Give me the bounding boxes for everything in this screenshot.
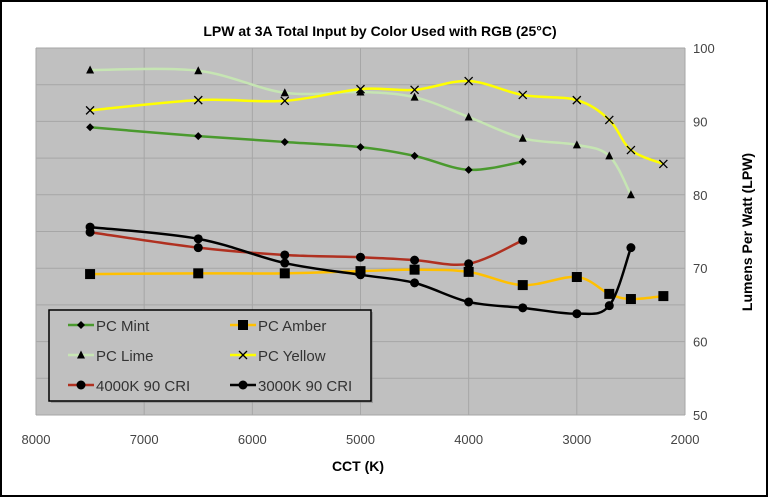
x-tick-label: 7000 — [130, 432, 159, 447]
legend-label: PC Amber — [258, 318, 326, 335]
y-tick-label: 90 — [693, 114, 707, 129]
x-tick-label: 5000 — [346, 432, 375, 447]
x-marker — [626, 145, 636, 155]
triangle-marker — [572, 140, 581, 149]
square-marker — [604, 288, 615, 299]
diamond-marker — [410, 151, 419, 160]
triangle-marker — [280, 88, 289, 97]
square-marker — [238, 320, 248, 330]
square-marker — [85, 269, 96, 280]
triangle-marker — [605, 151, 614, 160]
x-marker — [518, 90, 528, 100]
legend-label: PC Lime — [96, 348, 154, 365]
y-tick-label: 50 — [693, 408, 707, 423]
y-tick-label: 80 — [693, 188, 707, 203]
x-tick-label: 8000 — [22, 432, 51, 447]
series-markers — [85, 65, 669, 319]
gridlines — [35, 47, 686, 416]
diamond-marker — [280, 137, 289, 146]
square-marker — [625, 294, 636, 305]
circle-marker — [193, 243, 203, 253]
diamond-marker — [194, 132, 203, 141]
square-marker — [463, 266, 474, 277]
x-marker — [464, 76, 474, 86]
circle-marker — [518, 303, 528, 313]
circle-marker — [356, 270, 365, 280]
triangle-marker — [464, 112, 473, 121]
series-line — [90, 67, 633, 196]
circle-marker — [464, 259, 474, 269]
circle-marker — [238, 380, 248, 390]
triangle-marker — [410, 92, 419, 101]
y-tick-label: 60 — [693, 335, 707, 350]
triangle-marker — [77, 350, 85, 359]
circle-marker — [76, 380, 86, 390]
y-axis-title: Lumens Per Watt (LPW) — [739, 153, 755, 311]
x-marker — [410, 85, 420, 95]
circle-marker — [604, 301, 614, 311]
series-line — [89, 79, 664, 166]
diamond-marker — [356, 143, 365, 152]
legend: PC Mint PC Amber PC Lime PC Yellow 4000K 90 … — [48, 309, 373, 403]
square-marker — [193, 268, 204, 279]
circle-marker — [572, 309, 582, 319]
triangle-marker — [194, 66, 203, 75]
x-marker — [85, 105, 95, 115]
legend-label: PC Yellow — [258, 348, 326, 365]
x-tick-label: 6000 — [238, 432, 267, 447]
x-axis-title: CCT (K) — [332, 458, 384, 474]
x-marker — [604, 115, 614, 125]
diamond-marker — [86, 123, 95, 132]
y-tick-label: 100 — [693, 41, 715, 56]
circle-marker — [626, 243, 636, 253]
circle-marker — [85, 222, 95, 232]
square-marker — [571, 272, 582, 283]
tick-labels: 8000 7000 6000 5000 4000 3000 2000 100 90 80 70 60 5… — [22, 41, 715, 447]
circle-marker — [410, 278, 420, 288]
circle-marker — [410, 255, 420, 265]
x-marker — [193, 95, 203, 105]
legend-label: 4000K 90 CRI — [96, 378, 190, 395]
triangle-marker — [86, 65, 95, 74]
legend-box — [48, 309, 372, 402]
x-tick-label: 3000 — [562, 432, 591, 447]
square-marker — [517, 280, 528, 291]
diamond-marker — [464, 165, 473, 174]
circle-marker — [280, 250, 290, 260]
x-marker — [356, 84, 365, 94]
legend-label: 3000K 90 CRI — [258, 378, 352, 395]
square-marker — [409, 264, 420, 275]
circle-marker — [193, 234, 203, 244]
circle-marker — [464, 297, 474, 307]
y-tick-label: 70 — [693, 261, 707, 276]
square-marker — [658, 291, 669, 302]
x-marker — [572, 95, 582, 105]
triangle-marker — [356, 87, 365, 96]
series-line — [89, 225, 633, 316]
triangle-marker — [518, 133, 527, 142]
circle-marker — [518, 235, 528, 245]
x-marker — [658, 159, 668, 169]
diamond-marker — [518, 157, 527, 166]
square-marker — [279, 268, 290, 279]
diamond-marker — [77, 321, 85, 329]
x-marker — [238, 350, 248, 360]
chart-title: LPW at 3A Total Input by Color Used with… — [203, 23, 556, 39]
circle-marker — [356, 252, 365, 262]
circle-marker — [280, 258, 290, 268]
legend-label: PC Mint — [96, 318, 150, 335]
x-tick-label: 4000 — [454, 432, 483, 447]
x-marker — [280, 96, 290, 106]
triangle-marker — [626, 190, 635, 199]
x-tick-label: 2000 — [671, 432, 700, 447]
